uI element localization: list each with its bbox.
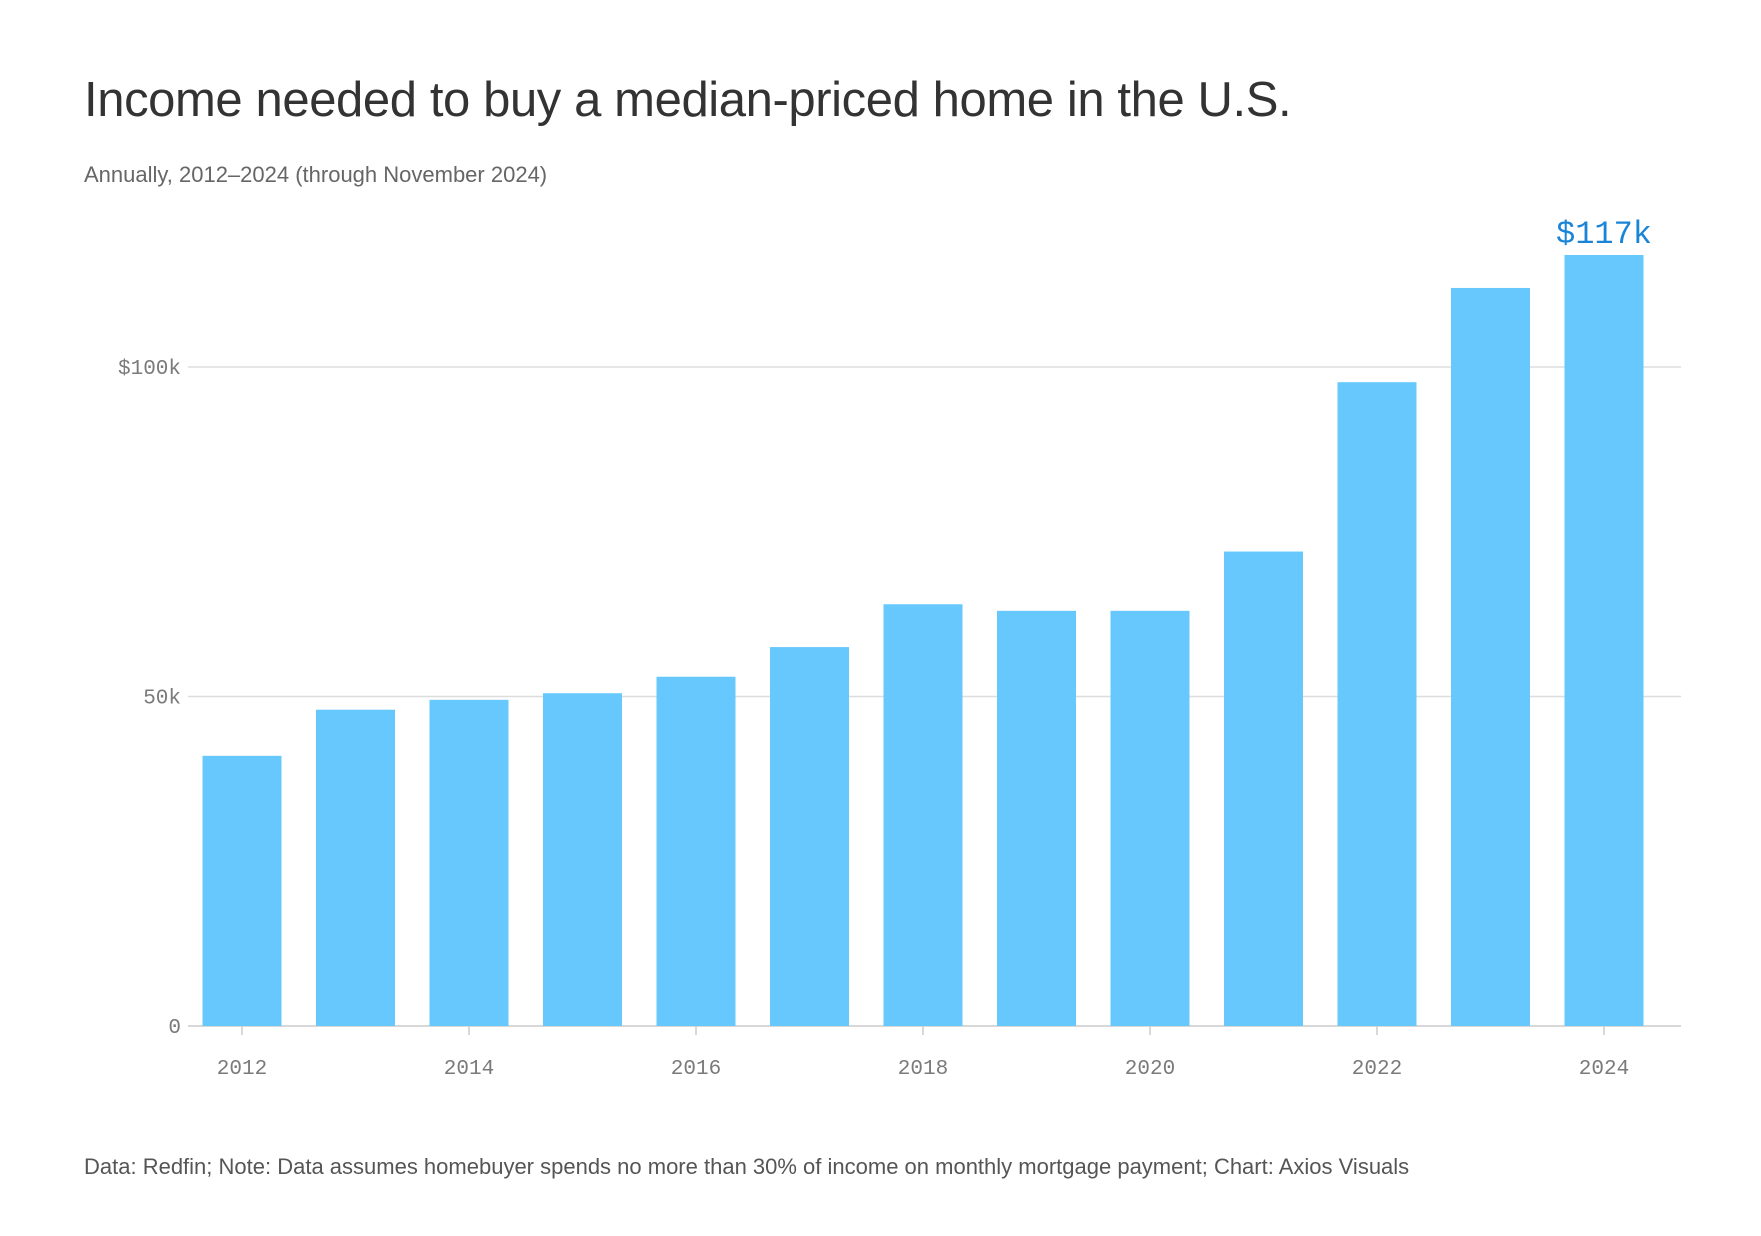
chart-footer-source: Data: Redfin; Note: Data assumes homebuy… bbox=[84, 1154, 1410, 1179]
bar-2022 bbox=[1337, 382, 1417, 1027]
bar-2018 bbox=[883, 604, 963, 1026]
x-tick-label: 2018 bbox=[898, 1058, 948, 1081]
x-tick-label: 2016 bbox=[671, 1058, 721, 1081]
bar-2020 bbox=[1110, 610, 1190, 1026]
value-label-2024: $117k bbox=[1556, 216, 1652, 253]
y-axis: 0 50k $100k bbox=[118, 358, 181, 1040]
x-axis: 2012 2014 2016 2018 2020 2022 2024 bbox=[217, 1026, 1629, 1081]
bar-2015 bbox=[543, 693, 622, 1026]
y-tick-label: 0 bbox=[168, 1017, 181, 1040]
bar-2014 bbox=[429, 699, 509, 1026]
x-tick-label: 2024 bbox=[1579, 1058, 1629, 1081]
bar-2023 bbox=[1451, 287, 1530, 1026]
annotations: $117k bbox=[1556, 216, 1652, 253]
bar-2012 bbox=[202, 755, 282, 1026]
bar-2019 bbox=[997, 610, 1076, 1026]
bars bbox=[202, 255, 1644, 1027]
x-tick-label: 2020 bbox=[1125, 1058, 1175, 1081]
bar-2021 bbox=[1224, 551, 1303, 1026]
bar-2024 bbox=[1564, 255, 1644, 1026]
y-tick-label: 50k bbox=[143, 688, 181, 711]
chart-title: Income needed to buy a median-priced hom… bbox=[84, 73, 1292, 127]
x-tick-label: 2014 bbox=[444, 1058, 494, 1081]
chart-subtitle: Annually, 2012–2024 (through November 20… bbox=[84, 162, 548, 187]
x-tick-label: 2022 bbox=[1352, 1058, 1402, 1081]
bar-2017 bbox=[770, 647, 849, 1026]
bar-2013 bbox=[316, 709, 395, 1026]
bar-2016 bbox=[656, 676, 736, 1026]
y-tick-label: $100k bbox=[118, 358, 181, 381]
x-tick-label: 2012 bbox=[217, 1058, 267, 1081]
